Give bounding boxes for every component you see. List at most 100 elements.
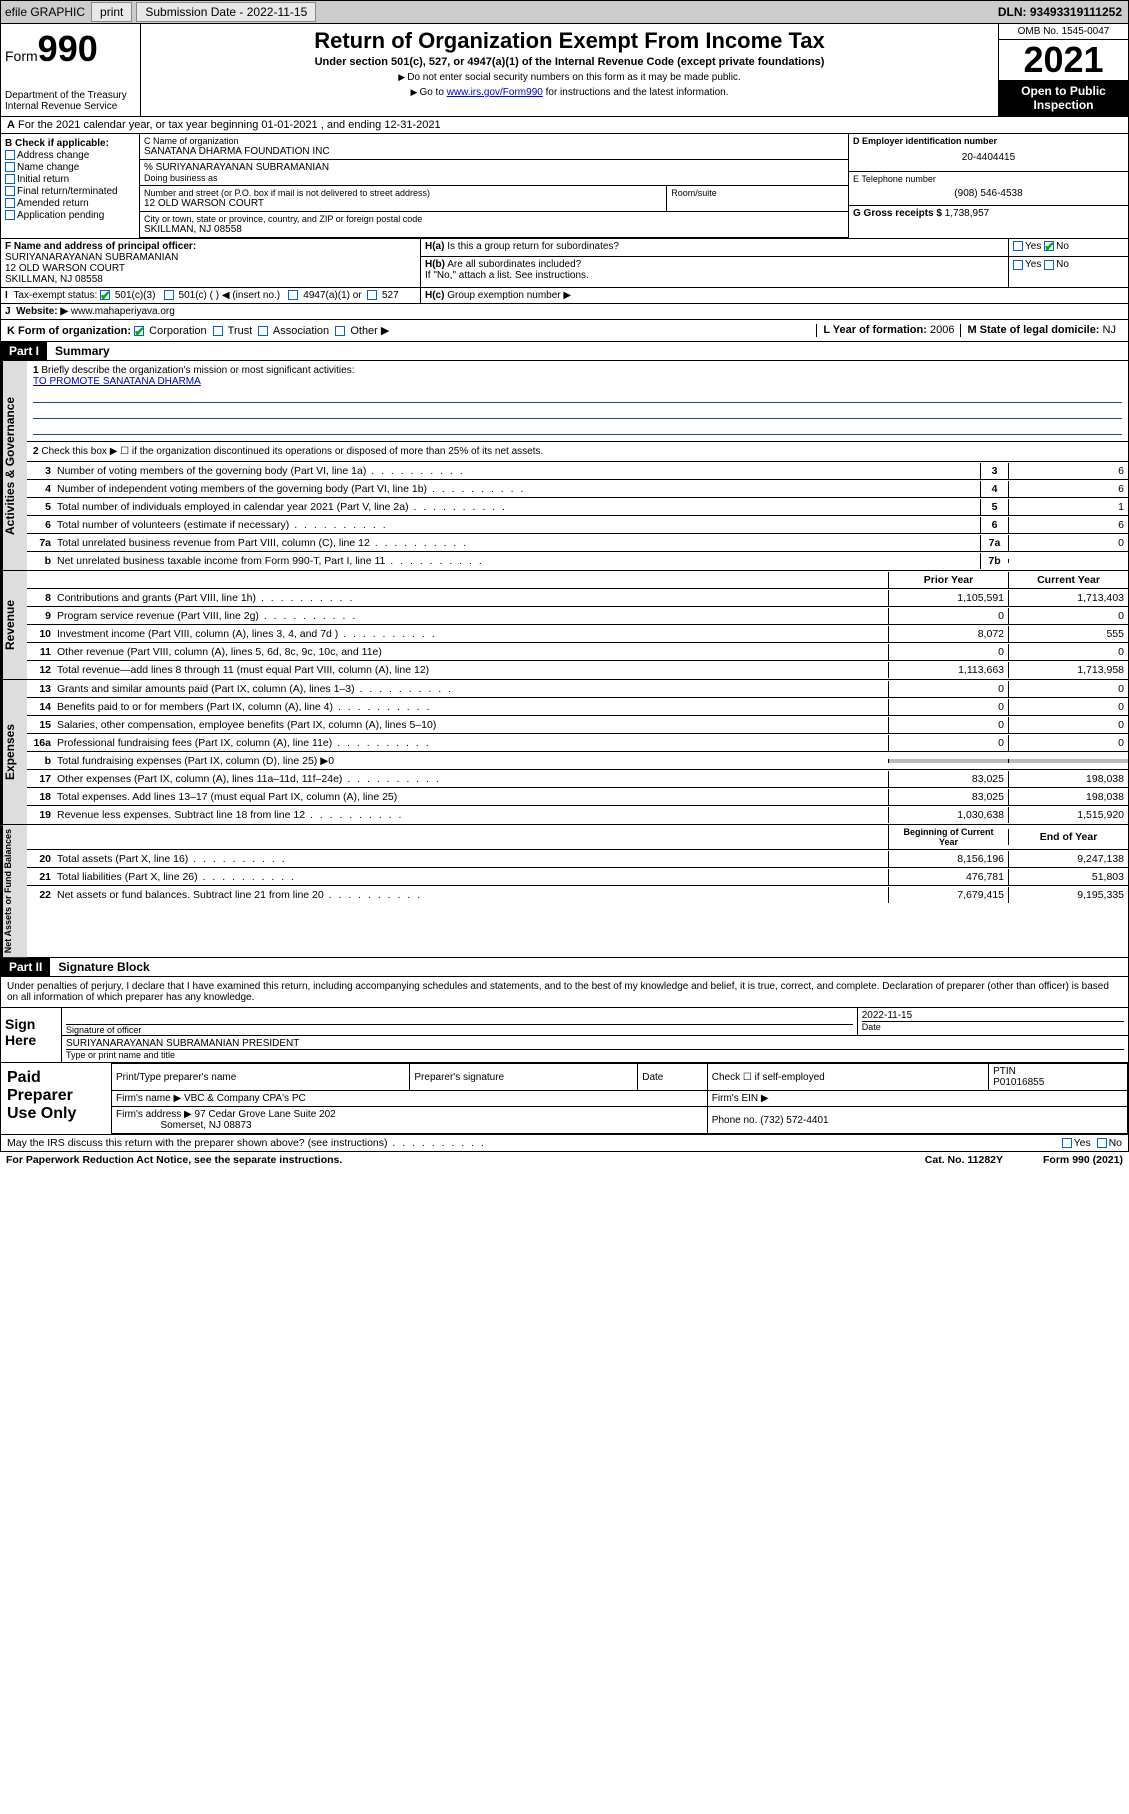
lines-rev: Prior YearCurrent Year 8Contributions an… — [27, 571, 1128, 679]
discuss-yes-checkbox[interactable] — [1062, 1138, 1072, 1148]
k-left: K Form of organization: Corporation Trus… — [7, 324, 816, 337]
cell-ha-yn: Yes No — [1009, 239, 1129, 257]
chk-application-pending[interactable]: Application pending — [5, 210, 135, 221]
chk-name-change[interactable]: Name change — [5, 162, 135, 173]
na-header: Beginning of Current YearEnd of Year — [27, 825, 1128, 850]
discuss-no-checkbox[interactable] — [1097, 1138, 1107, 1148]
col-b-checkboxes: B Check if applicable: Address change Na… — [0, 134, 140, 238]
paid-preparer-label: Paid Preparer Use Only — [1, 1063, 111, 1134]
line-21: 21Total liabilities (Part X, line 26)476… — [27, 868, 1128, 886]
chk-corporation[interactable] — [134, 326, 144, 336]
row-address: Number and street (or P.O. box if mail i… — [140, 186, 849, 212]
irs-link[interactable]: www.irs.gov/Form990 — [447, 87, 543, 98]
cell-org-name: C Name of organization SANATANA DHARMA F… — [140, 134, 849, 160]
chk-final-return[interactable]: Final return/terminated — [5, 186, 135, 197]
lines-na: Beginning of Current YearEnd of Year 20T… — [27, 825, 1128, 957]
row-k: K Form of organization: Corporation Trus… — [0, 320, 1129, 342]
discuss-row: May the IRS discuss this return with the… — [0, 1135, 1129, 1152]
prep-sig-hdr: Preparer's signature — [410, 1064, 638, 1091]
chk-address-change[interactable]: Address change — [5, 150, 135, 161]
gross-receipts: 1,738,957 — [945, 208, 990, 219]
ha-yes-checkbox[interactable] — [1013, 241, 1023, 251]
ha-text: Is this a group return for subordinates? — [447, 241, 619, 252]
line-11: 11Other revenue (Part VIII, column (A), … — [27, 643, 1128, 661]
officer-h-block: F Name and address of principal officer:… — [0, 238, 1129, 320]
row-a-tax-year: A For the 2021 calendar year, or tax yea… — [0, 117, 1129, 134]
tax-year-range: For the 2021 calendar year, or tax year … — [18, 119, 441, 131]
j-label: Website: ▶ — [16, 306, 68, 317]
rev-header: Prior YearCurrent Year — [27, 571, 1128, 589]
col-b-header: B Check if applicable: — [5, 138, 135, 149]
form-subtitle: Under section 501(c), 527, or 4947(a)(1)… — [145, 56, 994, 68]
cell-i-tax-status: I Tax-exempt status: 501(c)(3) 501(c) ( … — [1, 288, 421, 304]
sign-date-field: 2022-11-15 Date — [857, 1008, 1128, 1036]
cell-city: City or town, state or province, country… — [140, 212, 849, 238]
line-9: 9Program service revenue (Part VIII, lin… — [27, 607, 1128, 625]
header-mid: Return of Organization Exempt From Incom… — [141, 24, 998, 116]
line-19: 19Revenue less expenses. Subtract line 1… — [27, 806, 1128, 824]
chk-4947[interactable] — [288, 290, 298, 300]
cell-street: Number and street (or P.O. box if mail i… — [140, 186, 667, 212]
hb-note: If "No," attach a list. See instructions… — [425, 270, 589, 281]
k-label: K Form of organization: — [7, 325, 131, 337]
i-label: Tax-exempt status: — [13, 290, 97, 301]
firm-ein-cell: Firm's EIN ▶ — [707, 1091, 1127, 1107]
print-button[interactable]: print — [91, 2, 132, 22]
dba-label: Doing business as — [144, 173, 844, 183]
officer-addr1: 12 OLD WARSON COURT — [5, 263, 125, 274]
m-state: M State of legal domicile: NJ — [960, 324, 1122, 337]
chk-trust[interactable] — [213, 326, 223, 336]
line-10: 10Investment income (Part VIII, column (… — [27, 625, 1128, 643]
discuss-q: May the IRS discuss this return with the… — [7, 1137, 1062, 1149]
submission-date-button[interactable]: Submission Date - 2022-11-15 — [136, 2, 316, 22]
line-13: 13Grants and similar amounts paid (Part … — [27, 680, 1128, 698]
hb-no-checkbox[interactable] — [1044, 260, 1054, 270]
section-expenses: Expenses 13Grants and similar amounts pa… — [0, 680, 1129, 825]
org-name: SANATANA DHARMA FOUNDATION INC — [144, 146, 844, 157]
f-label: F Name and address of principal officer: — [5, 241, 196, 252]
hb-yes-checkbox[interactable] — [1013, 260, 1023, 270]
header-right: OMB No. 1545-0047 2021 Open to Public In… — [998, 24, 1128, 116]
line-16a: 16aProfessional fundraising fees (Part I… — [27, 734, 1128, 752]
cell-j-website: J Website: ▶ www.mahaperiyava.org — [1, 304, 1129, 320]
cell-ha: H(a) Is this a group return for subordin… — [421, 239, 1009, 257]
cell-hc: H(c) Group exemption number ▶ — [421, 288, 1129, 304]
prep-self-emp: Check ☐ if self-employed — [707, 1064, 988, 1091]
website-url: www.mahaperiyava.org — [71, 306, 175, 317]
declaration: Under penalties of perjury, I declare th… — [0, 977, 1129, 1008]
firm-name-cell: Firm's name ▶ VBC & Company CPA's PC — [112, 1091, 708, 1107]
dept-label: Department of the Treasury — [5, 90, 136, 101]
chk-association[interactable] — [258, 326, 268, 336]
chk-amended-return[interactable]: Amended return — [5, 198, 135, 209]
toolbar: efile GRAPHIC print Submission Date - 20… — [0, 0, 1129, 24]
chk-527[interactable] — [367, 290, 377, 300]
part2-header: Part II Signature Block — [0, 958, 1129, 977]
line-5: 5Total number of individuals employed in… — [27, 498, 1128, 516]
note-ssn: Do not enter social security numbers on … — [145, 72, 994, 83]
chk-501c[interactable] — [164, 290, 174, 300]
vtab-expenses: Expenses — [1, 680, 27, 824]
col-mid: C Name of organization SANATANA DHARMA F… — [140, 134, 849, 238]
col-right: D Employer identification number 20-4404… — [849, 134, 1129, 238]
sign-date: 2022-11-15 — [862, 1010, 1124, 1021]
lines-ag: 1 Briefly describe the organization's mi… — [27, 361, 1128, 570]
form-title: Return of Organization Exempt From Incom… — [145, 28, 994, 54]
mission-link[interactable]: TO PROMOTE SANATANA DHARMA — [33, 376, 201, 387]
chk-initial-return[interactable]: Initial return — [5, 174, 135, 185]
vtab-activities: Activities & Governance — [1, 361, 27, 570]
ptin-cell: PTINP01016855 — [989, 1064, 1128, 1091]
chk-501c3[interactable] — [100, 290, 110, 300]
city-label: City or town, state or province, country… — [144, 214, 844, 224]
efile-label: efile GRAPHIC — [1, 5, 89, 19]
chk-other[interactable] — [335, 326, 345, 336]
ha-no-checkbox[interactable] — [1044, 241, 1054, 251]
line-22: 22Net assets or fund balances. Subtract … — [27, 886, 1128, 904]
section-revenue: Revenue Prior YearCurrent Year 8Contribu… — [0, 571, 1129, 680]
part2-title: Signature Block — [50, 958, 157, 976]
part1-badge: Part I — [1, 342, 47, 360]
line-4: 4Number of independent voting members of… — [27, 480, 1128, 498]
signature-field[interactable]: Signature of officer — [61, 1008, 857, 1036]
sign-here-block: Sign Here Signature of officer 2022-11-1… — [0, 1008, 1129, 1063]
cell-care-of: % SURIYANARAYANAN SUBRAMANIAN Doing busi… — [140, 160, 849, 186]
cell-ein: D Employer identification number 20-4404… — [849, 134, 1128, 172]
